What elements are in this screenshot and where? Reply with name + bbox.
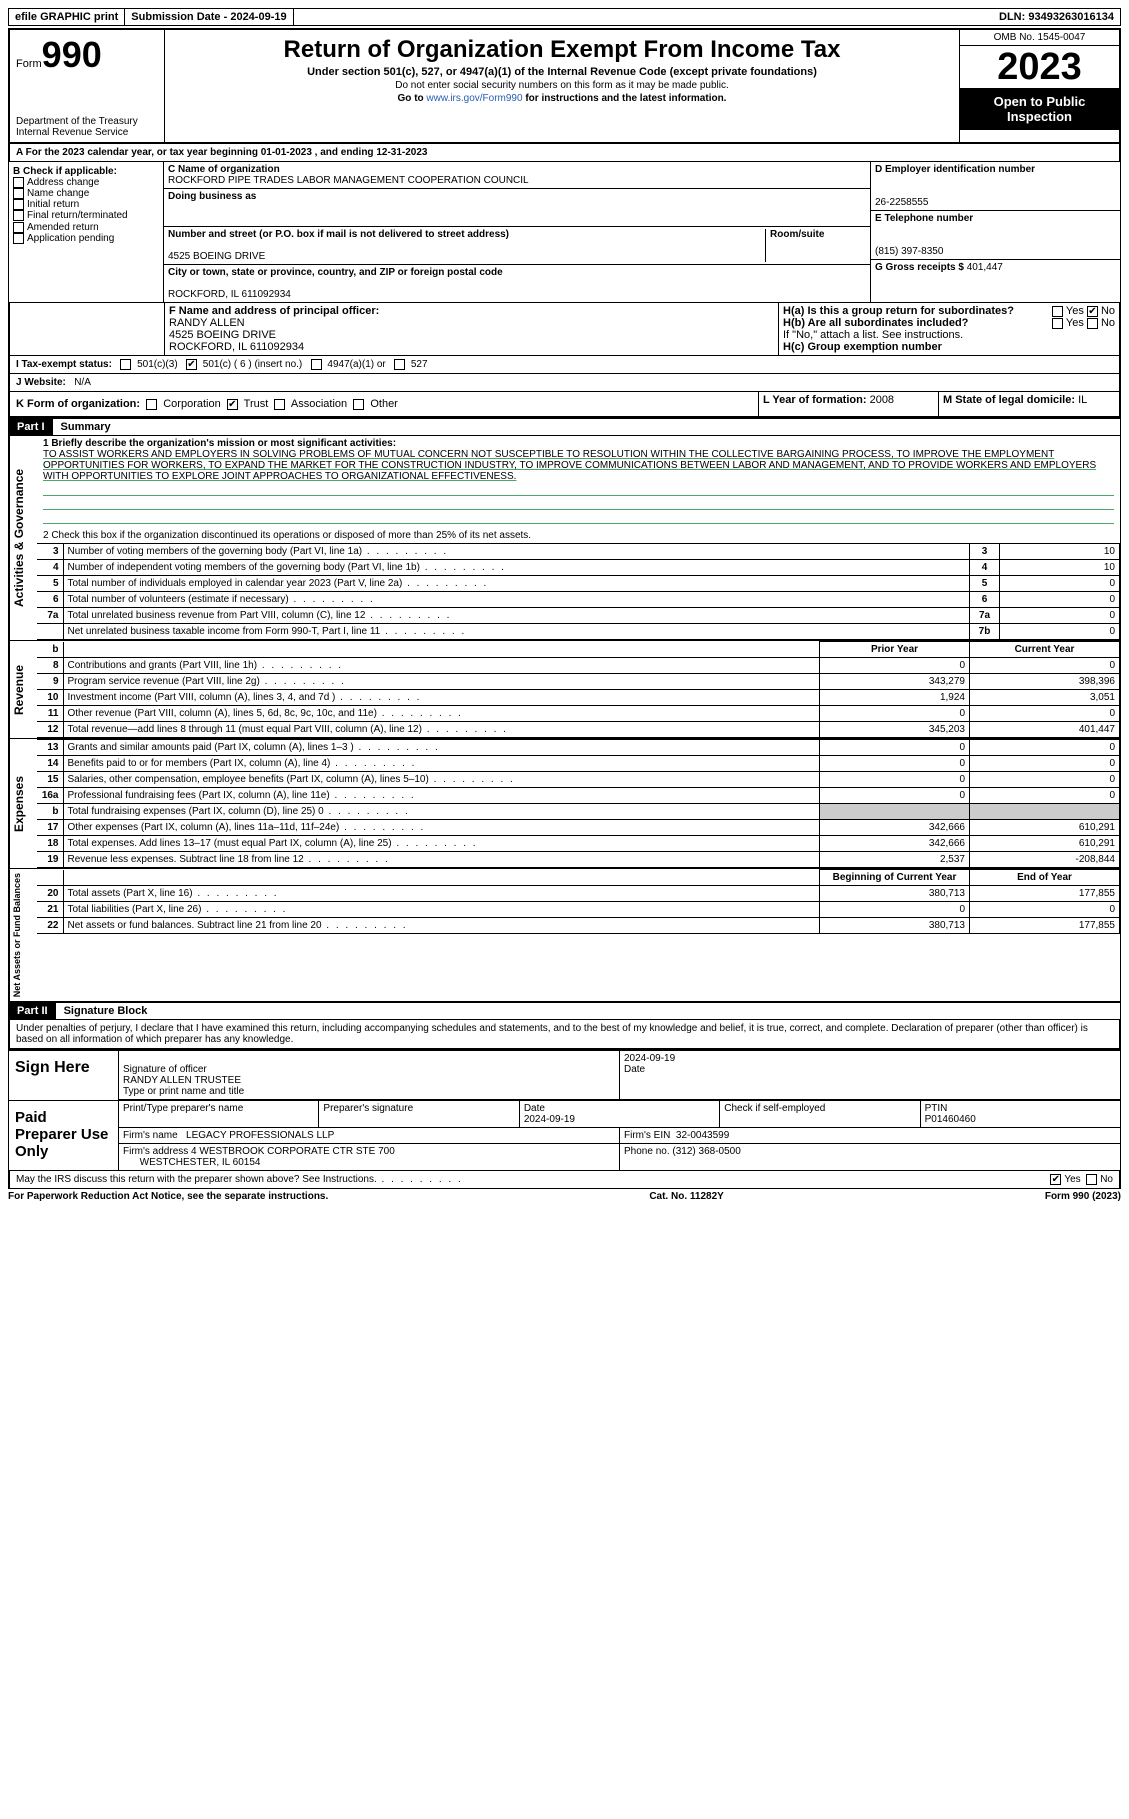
signature-block: Sign Here Signature of officerRANDY ALLE…	[8, 1049, 1121, 1171]
section-b: B Check if applicable: Address changeNam…	[9, 162, 164, 302]
gross-receipts: 401,447	[967, 262, 1003, 273]
omb-number: OMB No. 1545-0047	[960, 30, 1119, 46]
form-number: Form990	[16, 34, 158, 76]
line-klm: K Form of organization: Corporation Trus…	[8, 392, 1121, 417]
phone: (815) 397-8350	[875, 246, 943, 257]
form-subtitle: Under section 501(c), 527, or 4947(a)(1)…	[173, 66, 951, 78]
period-line: A For the 2023 calendar year, or tax yea…	[8, 144, 1121, 162]
top-bar: efile GRAPHIC print Submission Date - 20…	[8, 8, 1121, 26]
mission-text: TO ASSIST WORKERS AND EMPLOYERS IN SOLVI…	[43, 449, 1096, 482]
officer-name: RANDY ALLEN	[169, 317, 245, 329]
declaration: Under penalties of perjury, I declare th…	[8, 1020, 1121, 1049]
part2-header: Part II	[9, 1003, 56, 1019]
dept-label: Department of the Treasury Internal Reve…	[16, 116, 158, 138]
revenue-section: Revenue bPrior YearCurrent Year8Contribu…	[8, 641, 1121, 739]
org-name: ROCKFORD PIPE TRADES LABOR MANAGEMENT CO…	[168, 175, 529, 186]
link-note: Go to www.irs.gov/Form990 for instructio…	[173, 93, 951, 104]
submission-date: Submission Date - 2024-09-19	[125, 9, 293, 25]
section-deg: D Employer identification number26-22585…	[870, 162, 1120, 302]
expenses-section: Expenses 13Grants and similar amounts pa…	[8, 739, 1121, 869]
paid-preparer-label: Paid Preparer Use Only	[9, 1101, 119, 1170]
ssn-note: Do not enter social security numbers on …	[173, 80, 951, 91]
part2-title: Signature Block	[56, 1003, 156, 1019]
tax-year: 2023	[960, 46, 1119, 88]
governance-section: Activities & Governance 1 Briefly descri…	[8, 436, 1121, 641]
street: 4525 BOEING DRIVE	[168, 251, 265, 262]
discuss-line: May the IRS discuss this return with the…	[8, 1171, 1121, 1189]
section-c: C Name of organizationROCKFORD PIPE TRAD…	[164, 162, 870, 302]
ein: 26-2258555	[875, 197, 928, 208]
form-header: Form990 Department of the Treasury Inter…	[8, 28, 1121, 144]
form-title: Return of Organization Exempt From Incom…	[173, 36, 951, 64]
page-footer: For Paperwork Reduction Act Notice, see …	[8, 1191, 1121, 1202]
part1-header: Part I	[9, 419, 53, 435]
sign-here-label: Sign Here	[9, 1051, 119, 1100]
line-i: I Tax-exempt status: 501(c)(3) 501(c) ( …	[8, 356, 1121, 374]
efile-label: efile GRAPHIC print	[9, 9, 125, 25]
line-j: J Website: N/A	[8, 374, 1121, 392]
irs-link[interactable]: www.irs.gov/Form990	[426, 93, 522, 104]
part1-title: Summary	[53, 419, 119, 435]
open-inspection: Open to PublicInspection	[960, 88, 1119, 130]
dln: DLN: 93493263016134	[993, 9, 1120, 25]
city: ROCKFORD, IL 611092934	[168, 289, 291, 300]
section-abcde: B Check if applicable: Address changeNam…	[8, 162, 1121, 303]
netassets-section: Net Assets or Fund Balances Beginning of…	[8, 869, 1121, 1002]
section-fh: F Name and address of principal officer:…	[8, 303, 1121, 356]
